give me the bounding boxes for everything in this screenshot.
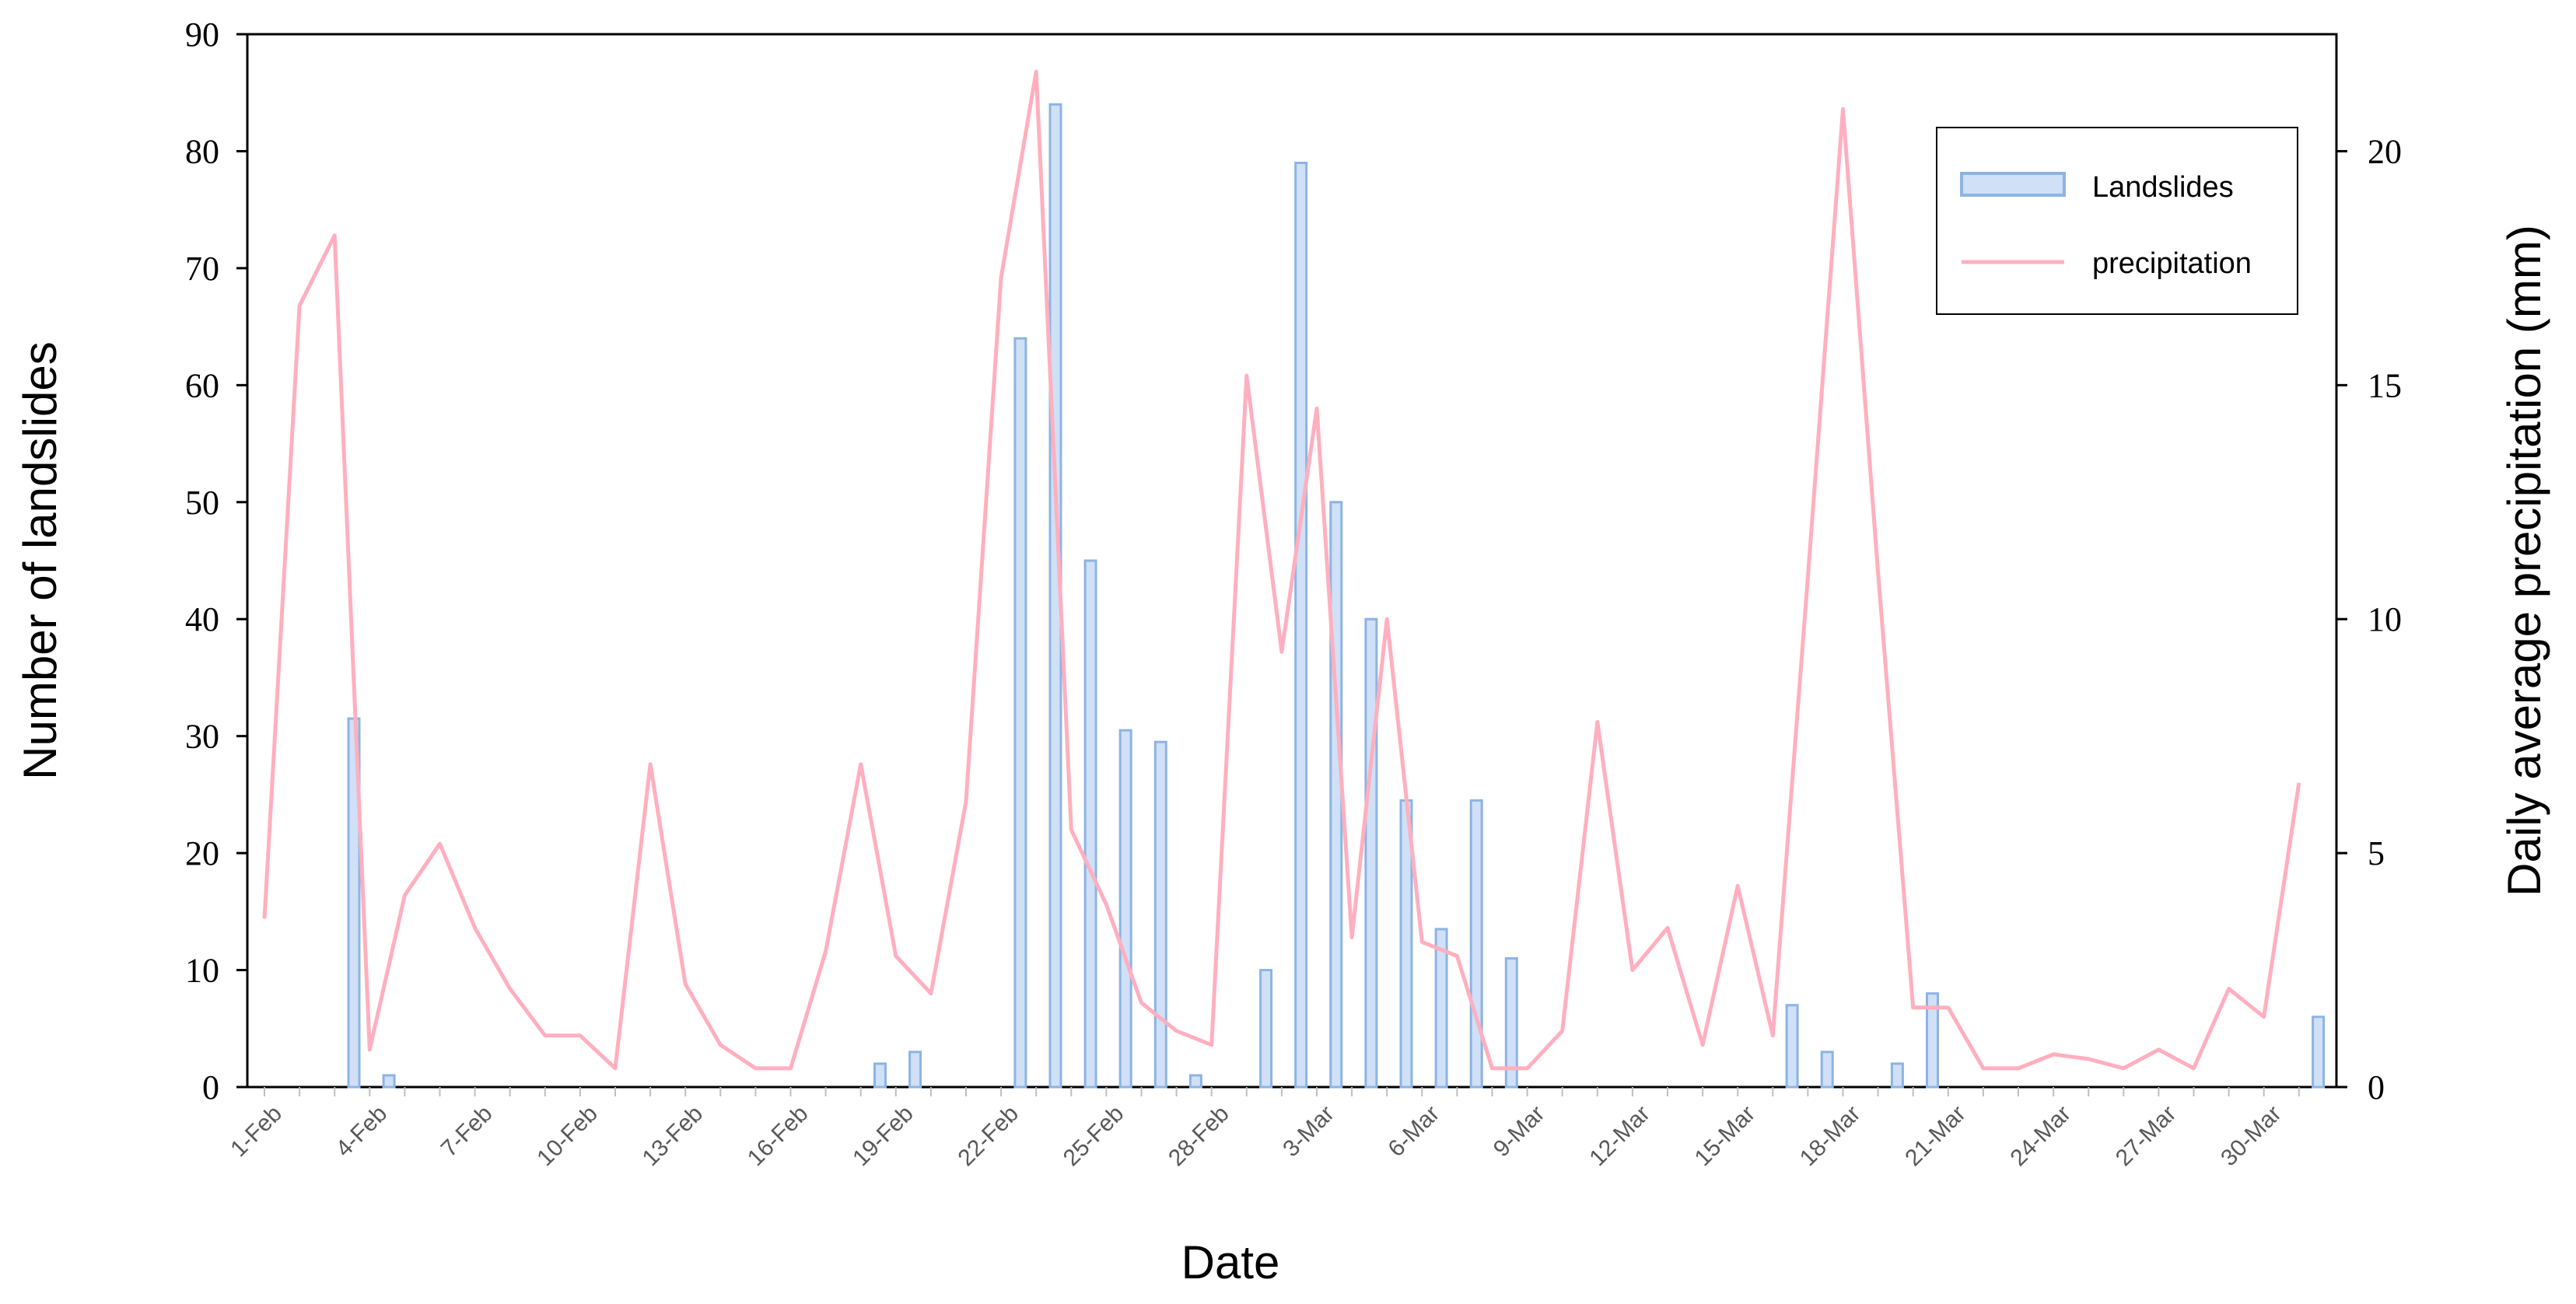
x-axis: 1-Feb 4-Feb 7-Feb 10-Feb 13-Feb 16-Feb 19-Feb 2… [226,1087,2300,1172]
x-tick-label: 6-Mar [1384,1101,1445,1162]
x-tick-label: 15-Mar [1690,1101,1761,1172]
x-tick-label: 21-Mar [1900,1101,1971,1172]
left-tick-label: 80 [185,132,219,170]
legend-precipitation-label: precipitation [2092,247,2252,280]
left-tick-label: 70 [185,250,219,288]
landslide-bar [1153,740,1167,1089]
x-tick-label: 18-Mar [1795,1101,1866,1172]
left-tick-label: 20 [185,834,219,872]
left-tick-label: 30 [185,718,219,756]
landslide-bar [908,1051,922,1089]
x-tick-label: 1-Feb [226,1101,287,1162]
landslide-bar [1504,957,1518,1089]
left-tick-label: 90 [185,16,219,54]
right-tick-label: 20 [2368,132,2402,170]
landslide-bar [1083,559,1097,1089]
right-axis: 0 5 10 15 20 [2336,132,2402,1106]
left-tick-label: 40 [185,600,219,638]
legend-landslides-label: Landslides [2092,171,2234,204]
landslide-bar [1259,969,1273,1089]
landslide-bar [1188,1074,1202,1089]
x-tick-label: 30-Mar [2216,1101,2287,1172]
left-axis-title: Number of landslides [14,341,66,780]
left-tick-label: 60 [185,366,219,404]
left-tick-label: 0 [202,1068,219,1106]
x-tick-label: 24-Mar [2006,1101,2077,1172]
legend-box [1936,127,2298,315]
x-tick-label: 7-Feb [436,1101,498,1162]
landslide-bar [1118,729,1132,1089]
landslide-bar [873,1062,887,1089]
landslide-bar [1434,928,1448,1089]
x-tick-label: 13-Feb [638,1101,709,1172]
landslide-bar [1013,337,1027,1089]
left-tick-label: 50 [185,484,219,522]
right-tick-label: 5 [2368,834,2385,872]
precipitation-line [262,69,2301,1071]
right-axis-title: Daily average precipitation (mm) [2498,225,2550,897]
x-tick-label: 27-Mar [2111,1101,2182,1172]
landslides-bars [347,103,2326,1089]
x-tick-label: 25-Feb [1059,1101,1129,1172]
landslide-bar [1890,1062,1904,1089]
left-tick-label: 10 [185,952,219,990]
right-tick-label: 0 [2368,1068,2385,1106]
landslide-bar [382,1074,396,1089]
right-tick-label: 15 [2368,366,2402,404]
x-tick-label: 28-Feb [1164,1101,1234,1172]
x-tick-label: 9-Mar [1489,1101,1550,1162]
left-axis: 0 10 20 30 40 50 60 70 80 90 [185,16,247,1106]
x-tick-label: 4-Feb [331,1101,392,1162]
x-tick-label: 3-Mar [1278,1101,1339,1162]
x-tick-label: 16-Feb [743,1101,814,1172]
landslide-bar [1785,1004,1799,1089]
landslide-bar [1820,1051,1834,1089]
landslide-bar [1364,617,1378,1089]
landslide-bar [1926,992,1940,1089]
x-tick-label: 22-Feb [953,1101,1024,1172]
right-tick-label: 10 [2368,600,2402,638]
legend: Landslides precipitation [1936,127,2298,315]
x-axis-title: Date [1181,1236,1280,1288]
landslide-bar [1329,501,1343,1089]
x-tick-label: 12-Mar [1584,1101,1655,1172]
landslide-bar [2312,1016,2326,1089]
landslide-bar [1469,799,1483,1089]
x-tick-label: 19-Feb [848,1101,919,1172]
landslide-bar [1294,161,1308,1089]
x-tick-label: 10-Feb [532,1101,603,1172]
legend-landslides-swatch [1960,172,2066,197]
